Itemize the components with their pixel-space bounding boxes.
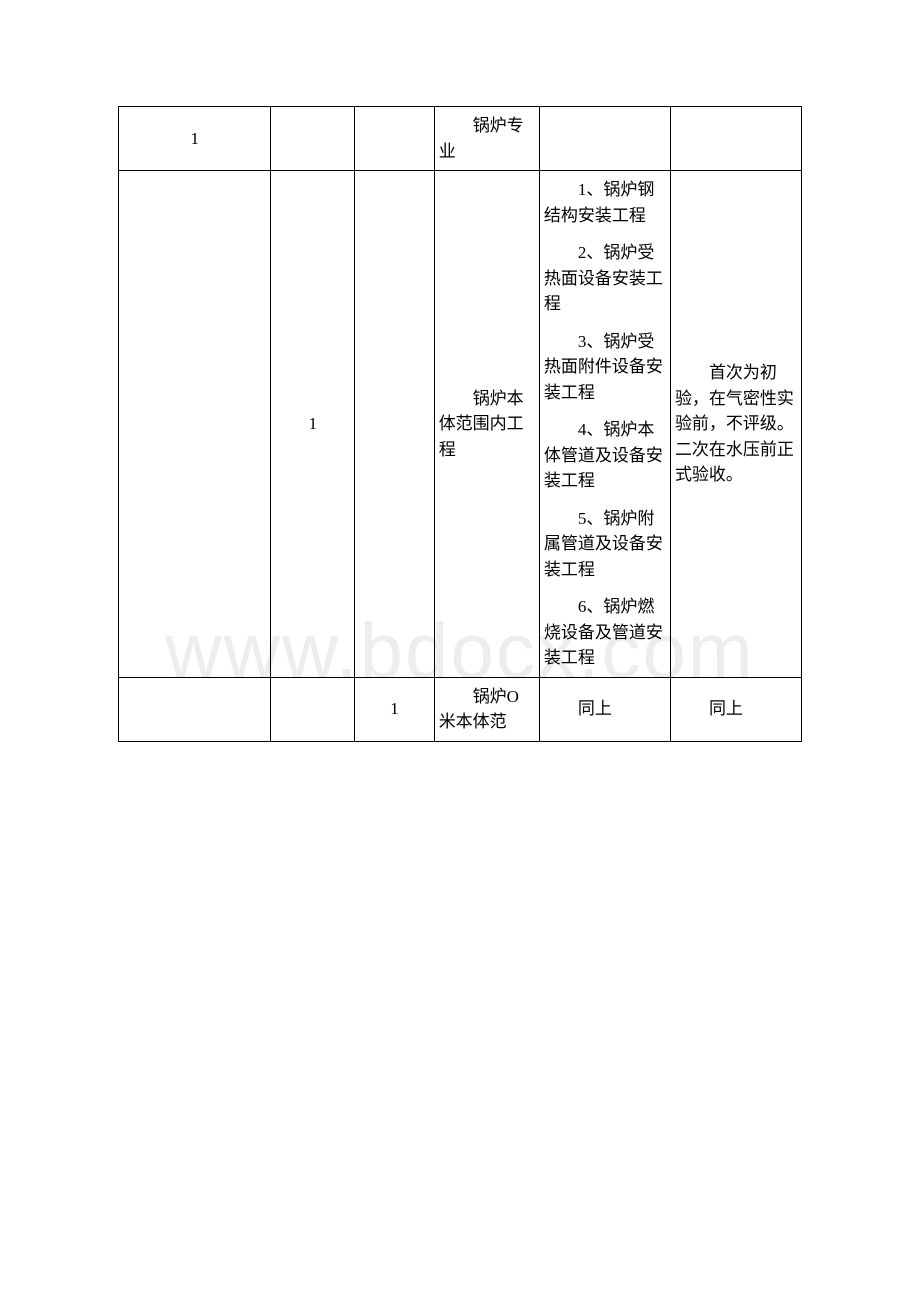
cell-r3-c6: 同上 [670, 677, 801, 741]
main-table-wrap: 1 锅炉专业 1 锅炉本体范围内工程 1、锅炉钢结构安装工程 2、锅炉受热面设备… [118, 106, 802, 742]
cell-r2-c3 [355, 171, 434, 678]
list-item: 1、锅炉钢结构安装工程 [544, 177, 666, 228]
list-item: 2、锅炉受热面设备安装工程 [544, 240, 666, 317]
cell-r1-c4: 锅炉专业 [434, 107, 539, 171]
cell-r3-c4: 锅炉O米本体范 [434, 677, 539, 741]
cell-r1-c1: 1 [119, 107, 271, 171]
list-item: 4、锅炉本体管道及设备安装工程 [544, 417, 666, 494]
cell-r2-c5: 1、锅炉钢结构安装工程 2、锅炉受热面设备安装工程 3、锅炉受热面附件设备安装工… [539, 171, 670, 678]
cell-r2-c4: 锅炉本体范围内工程 [434, 171, 539, 678]
cell-r3-c5: 同上 [539, 677, 670, 741]
table-row: 1 锅炉O米本体范 同上 同上 [119, 677, 802, 741]
cell-r3-c2 [271, 677, 355, 741]
table-row: 1 锅炉专业 [119, 107, 802, 171]
cell-r1-c6 [670, 107, 801, 171]
list-item: 3、锅炉受热面附件设备安装工程 [544, 329, 666, 406]
table-row: 1 锅炉本体范围内工程 1、锅炉钢结构安装工程 2、锅炉受热面设备安装工程 3、… [119, 171, 802, 678]
cell-r1-c3 [355, 107, 434, 171]
main-table: 1 锅炉专业 1 锅炉本体范围内工程 1、锅炉钢结构安装工程 2、锅炉受热面设备… [118, 106, 802, 742]
cell-r2-c2: 1 [271, 171, 355, 678]
cell-r3-c3: 1 [355, 677, 434, 741]
cell-r1-c5 [539, 107, 670, 171]
list-item: 5、锅炉附属管道及设备安装工程 [544, 506, 666, 583]
cell-r1-c2 [271, 107, 355, 171]
cell-r2-c6: 首次为初验，在气密性实验前，不评级。二次在水压前正式验收。 [670, 171, 801, 678]
list-item: 6、锅炉燃烧设备及管道安装工程 [544, 594, 666, 671]
cell-r2-c1 [119, 171, 271, 678]
cell-r3-c1 [119, 677, 271, 741]
